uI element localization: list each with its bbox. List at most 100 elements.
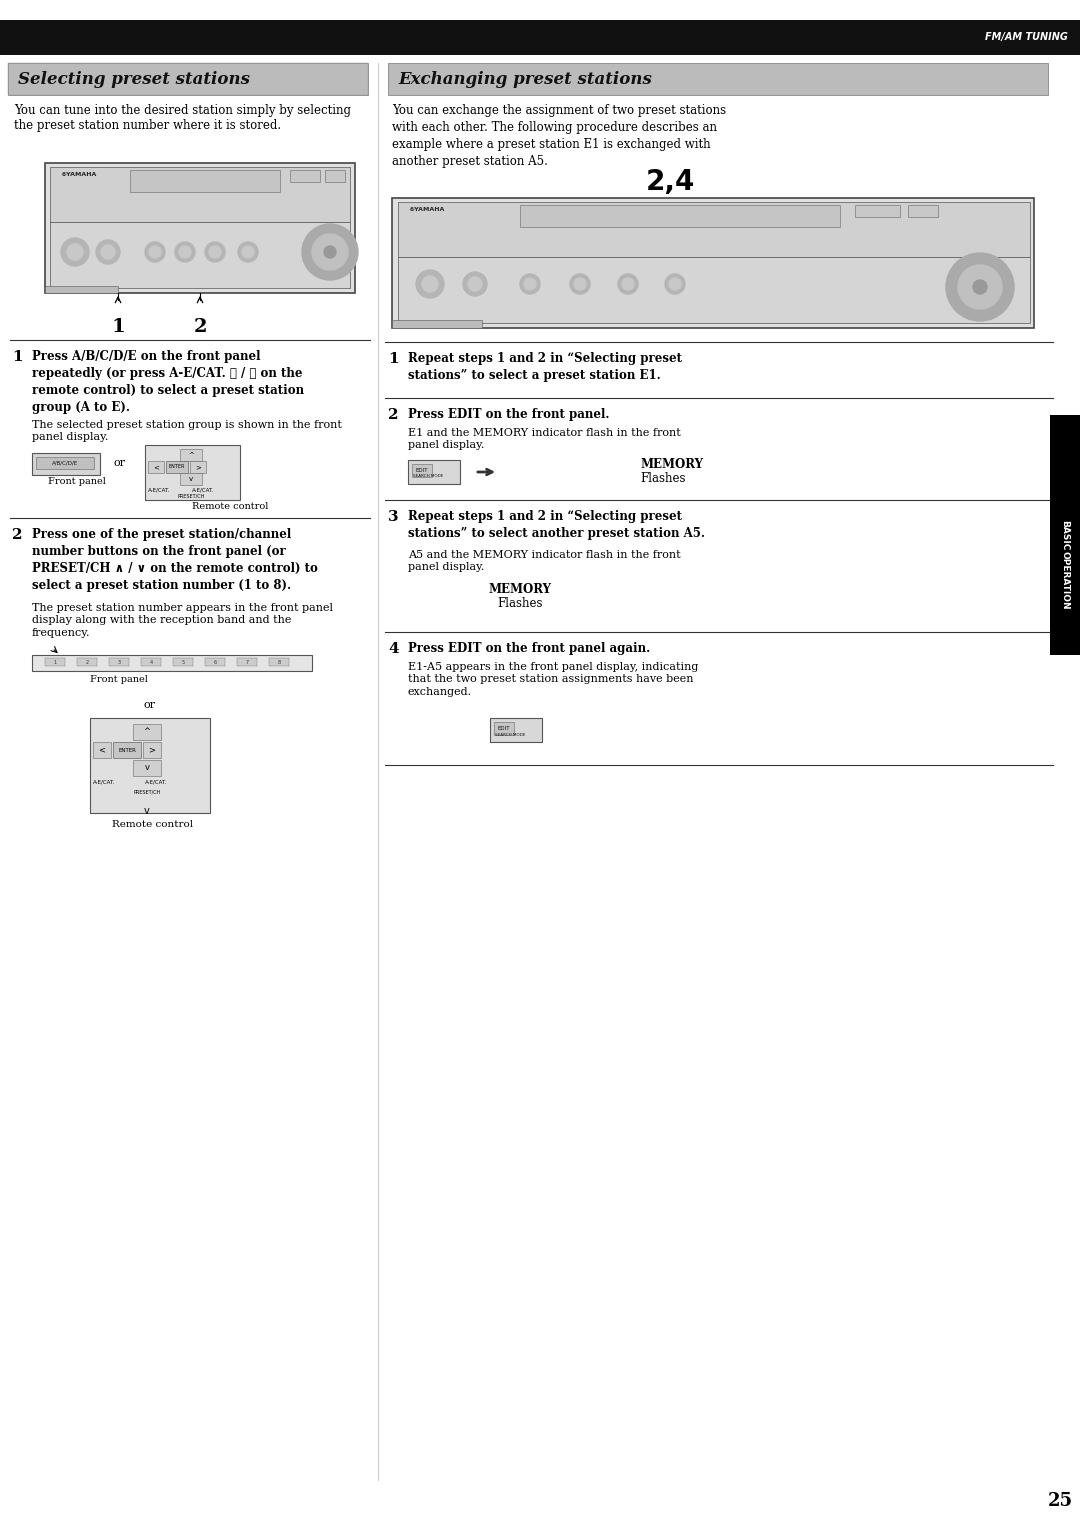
Text: 2: 2 <box>388 407 399 423</box>
Bar <box>109 658 129 666</box>
Bar <box>8 63 368 95</box>
Circle shape <box>67 243 83 260</box>
Circle shape <box>302 224 357 280</box>
Text: MEMORY: MEMORY <box>640 458 703 472</box>
Text: v: v <box>145 764 149 773</box>
Bar <box>519 205 840 227</box>
Text: FM/AM TUNING: FM/AM TUNING <box>985 32 1068 41</box>
Bar <box>148 461 164 473</box>
Text: Press one of the preset station/channel
number buttons on the front panel (or
PR: Press one of the preset station/channel … <box>32 528 318 592</box>
Circle shape <box>96 240 120 263</box>
Text: ^: ^ <box>144 727 150 736</box>
Text: A5 and the MEMORY indicator flash in the front
panel display.: A5 and the MEMORY indicator flash in the… <box>408 550 680 573</box>
Bar <box>145 446 240 501</box>
Text: OPERATION: OPERATION <box>1061 551 1069 609</box>
Text: SEARCH MODE: SEARCH MODE <box>413 475 443 478</box>
Text: Flashes: Flashes <box>640 472 686 485</box>
Text: EDIT: EDIT <box>416 467 429 473</box>
Bar <box>8 63 368 95</box>
Circle shape <box>102 245 114 259</box>
Circle shape <box>570 274 590 294</box>
Circle shape <box>519 274 540 294</box>
Text: A-E/CAT.: A-E/CAT. <box>93 779 116 785</box>
Circle shape <box>210 246 221 259</box>
Bar <box>190 461 206 473</box>
Bar <box>269 658 289 666</box>
Text: <: < <box>153 464 159 470</box>
Text: 25: 25 <box>1048 1493 1072 1510</box>
Bar <box>166 461 188 473</box>
Text: Press EDIT on the front panel.: Press EDIT on the front panel. <box>408 407 609 421</box>
Text: Press EDIT on the front panel again.: Press EDIT on the front panel again. <box>408 641 650 655</box>
Text: 3: 3 <box>388 510 399 524</box>
Text: 5: 5 <box>181 660 185 664</box>
Circle shape <box>179 246 191 259</box>
Text: 1: 1 <box>111 318 125 335</box>
Bar <box>325 170 345 182</box>
Bar <box>237 658 257 666</box>
Text: PRESET/CH: PRESET/CH <box>133 790 161 795</box>
Text: 8: 8 <box>278 660 281 664</box>
Text: or: or <box>144 700 156 710</box>
Bar <box>32 655 312 671</box>
Circle shape <box>242 246 254 259</box>
Text: A-E/CAT.: A-E/CAT. <box>148 487 171 491</box>
Bar <box>113 743 141 758</box>
Bar <box>205 658 225 666</box>
Bar <box>143 743 161 758</box>
Bar <box>93 743 111 758</box>
Bar <box>45 658 65 666</box>
Text: You can tune into the desired station simply by selecting
the preset station num: You can tune into the desired station si… <box>14 104 351 132</box>
Circle shape <box>665 274 685 294</box>
Bar <box>77 658 97 666</box>
Text: ENTER: ENTER <box>168 464 185 470</box>
Text: Front panel: Front panel <box>48 478 106 485</box>
Text: You can exchange the assignment of two preset stations
with each other. The foll: You can exchange the assignment of two p… <box>392 104 726 168</box>
Text: Exchanging preset stations: Exchanging preset stations <box>399 72 652 89</box>
Bar <box>133 759 161 776</box>
Text: or: or <box>114 458 126 468</box>
Bar <box>90 718 210 813</box>
Circle shape <box>238 242 258 262</box>
Circle shape <box>973 280 987 294</box>
Bar <box>180 449 202 461</box>
Text: Remote control: Remote control <box>192 502 268 511</box>
Bar <box>1050 415 1080 655</box>
Text: Selecting preset stations: Selecting preset stations <box>18 72 249 89</box>
Bar <box>180 473 202 485</box>
Text: Press A/B/C/D/E on the front panel
repeatedly (or press A-E/CAT. ❮ / ❯ on the
re: Press A/B/C/D/E on the front panel repea… <box>32 351 305 413</box>
Bar <box>32 453 100 475</box>
Text: 2: 2 <box>85 660 89 664</box>
Text: v: v <box>189 476 193 482</box>
Bar <box>50 222 350 288</box>
Text: <: < <box>98 746 106 755</box>
Text: 7: 7 <box>245 660 248 664</box>
Text: 1: 1 <box>53 660 56 664</box>
Bar <box>45 162 355 292</box>
Text: Repeat steps 1 and 2 in “Selecting preset
stations” to select another preset sta: Repeat steps 1 and 2 in “Selecting prese… <box>408 510 705 540</box>
Text: BASIC: BASIC <box>1061 521 1069 550</box>
Bar <box>392 320 482 328</box>
Text: MEMORY: MEMORY <box>488 583 552 596</box>
Text: ^: ^ <box>188 452 194 458</box>
Bar <box>45 286 118 292</box>
Bar <box>388 63 1048 95</box>
Bar <box>0 20 1080 55</box>
Circle shape <box>422 276 438 292</box>
Text: 2,4: 2,4 <box>646 168 694 196</box>
Bar <box>36 456 94 468</box>
Text: ENTER: ENTER <box>118 747 136 753</box>
Text: 1: 1 <box>12 351 23 364</box>
Circle shape <box>669 279 681 289</box>
Circle shape <box>416 269 444 299</box>
Circle shape <box>205 242 225 262</box>
Bar <box>173 658 193 666</box>
Bar <box>133 724 161 739</box>
Text: A-E/CAT.: A-E/CAT. <box>145 779 167 785</box>
Bar <box>908 205 939 217</box>
Text: >: > <box>149 746 156 755</box>
Text: v: v <box>144 805 150 816</box>
Circle shape <box>946 253 1014 322</box>
Bar <box>490 718 542 743</box>
Text: SEARCH MODE: SEARCH MODE <box>495 733 525 736</box>
